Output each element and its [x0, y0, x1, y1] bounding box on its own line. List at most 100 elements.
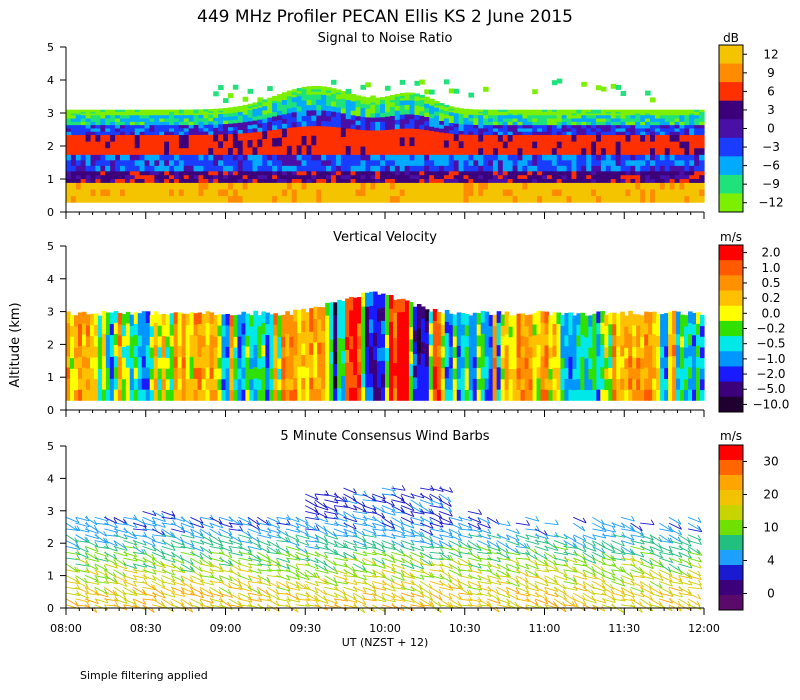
snr-cell	[576, 111, 582, 114]
snr-cell	[345, 97, 352, 101]
vv-cell	[672, 355, 677, 368]
snr-cell	[335, 106, 342, 113]
vv-cell	[353, 374, 358, 388]
snr-cell	[532, 117, 538, 122]
snr-cell	[645, 159, 651, 166]
snr-cell	[566, 170, 573, 176]
snr-cell	[527, 182, 533, 190]
snr-cell	[360, 96, 366, 100]
vv-cell	[404, 387, 410, 401]
snr-cell	[414, 93, 420, 97]
snr-cell	[115, 124, 121, 129]
vv-cell	[153, 355, 159, 368]
vv-cell	[700, 336, 705, 348]
snr-cell	[360, 159, 366, 166]
vv-cell	[261, 366, 266, 379]
snr-cell	[208, 130, 214, 135]
snr-cell	[453, 130, 460, 135]
vv-cell	[85, 325, 91, 337]
vv-cell	[333, 302, 338, 316]
snr-cell	[232, 165, 239, 172]
snr-cell	[154, 170, 160, 176]
wind-barb-flag	[257, 568, 262, 574]
vv-cell	[281, 336, 286, 348]
wind-barb	[276, 575, 290, 581]
wind-barb	[238, 575, 252, 581]
snr-cell	[85, 174, 92, 180]
snr-cell	[380, 165, 386, 172]
vv-cell	[137, 367, 143, 380]
vv-cell	[440, 313, 446, 325]
snr-cell	[684, 165, 690, 172]
vv-cell	[305, 378, 310, 390]
wind-barb	[180, 586, 194, 594]
snr-cell	[380, 99, 386, 102]
vv-cell	[385, 321, 390, 336]
snr-cell	[75, 114, 82, 119]
snr-cell	[394, 145, 401, 155]
snr-cell	[424, 116, 430, 122]
snr-cell	[134, 117, 141, 122]
snr-cell	[640, 113, 646, 116]
snr-cell	[232, 170, 239, 176]
snr-cell	[331, 159, 337, 166]
vv-cell	[289, 357, 294, 369]
snr-cell	[591, 174, 597, 180]
snr-cell	[522, 134, 528, 142]
snr-cell	[227, 174, 234, 180]
vv-cell	[317, 341, 322, 355]
vv-cell	[696, 378, 701, 390]
snr-cell	[85, 170, 92, 176]
vv-cell	[245, 346, 251, 358]
wind-barb	[151, 551, 166, 559]
snr-cell	[331, 121, 337, 127]
snr-cell	[576, 121, 582, 126]
snr-cell	[399, 178, 406, 183]
snr-cell	[409, 118, 416, 124]
vv-cell	[125, 344, 131, 357]
vv-cell	[165, 346, 171, 358]
snr-cell	[394, 93, 401, 97]
vv-cell	[221, 335, 227, 348]
vv-cell	[241, 355, 247, 368]
vv-cell	[297, 366, 302, 379]
vv-cell	[133, 378, 139, 390]
snr-cell	[119, 188, 126, 197]
vv-cell	[640, 389, 645, 401]
snr-cell	[468, 178, 474, 183]
wind-barb	[75, 540, 90, 543]
snr-cell	[502, 188, 509, 197]
snr-cell	[350, 165, 357, 172]
snr-cell	[119, 124, 126, 129]
snr-cell	[478, 165, 484, 172]
wind-barb-flag	[123, 581, 128, 587]
snr-cell	[331, 111, 337, 117]
snr-cell	[252, 159, 258, 166]
snr-cell	[620, 147, 627, 155]
snr-cell	[115, 121, 121, 126]
snr-cell	[247, 146, 254, 155]
snr-cell	[286, 90, 293, 96]
snr-cell	[561, 178, 568, 183]
vv-cell	[684, 336, 689, 348]
wind-barb-flag	[161, 512, 165, 519]
vv-cell	[293, 366, 298, 379]
vv-cell	[396, 324, 402, 338]
snr-cell	[227, 154, 234, 161]
vv-cell	[225, 367, 231, 380]
vv-cell	[209, 334, 215, 346]
wind-barb	[218, 540, 233, 545]
vv-cell	[217, 378, 223, 391]
vv-cell	[369, 305, 374, 320]
snr-cell	[178, 188, 185, 197]
vv-cell	[245, 324, 251, 336]
y-tick-label: 4	[47, 74, 54, 87]
vv-cell	[185, 346, 191, 358]
vv-cell	[464, 389, 470, 401]
snr-cell	[340, 127, 347, 137]
vv-cell	[337, 324, 342, 339]
vv-cell	[185, 367, 191, 380]
snr-cell	[684, 127, 690, 132]
snr-cell	[517, 131, 524, 136]
snr-cell	[272, 154, 278, 161]
